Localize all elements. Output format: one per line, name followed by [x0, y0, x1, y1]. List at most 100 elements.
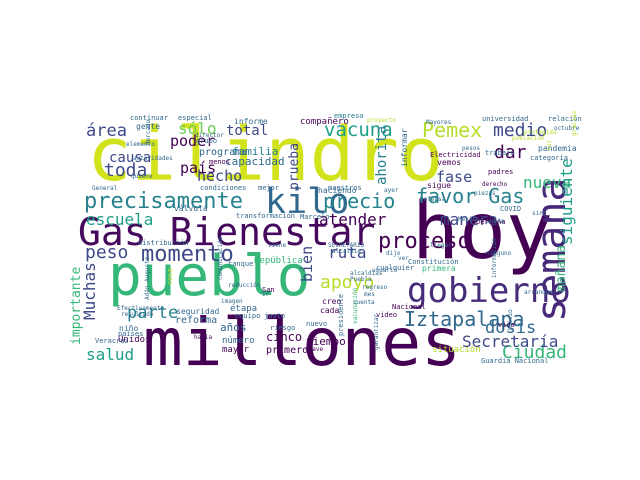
word-23: peso: [85, 242, 128, 263]
word-33: ruta: [328, 243, 367, 262]
word-12: precio: [323, 189, 395, 213]
word-84: Marcelo: [300, 213, 330, 221]
word-4: Gas Bienestar: [78, 210, 375, 254]
word-104: países: [118, 330, 143, 338]
word-40: país: [180, 159, 216, 177]
word-11: Iztapalapa: [404, 307, 524, 331]
word-43: prueba: [287, 143, 302, 190]
word-73: vemos: [437, 158, 461, 167]
word-100: nuevo: [306, 320, 327, 328]
word-106: vacunación: [352, 287, 359, 324]
word-147: usuario: [372, 267, 398, 274]
word-120: autoridades: [133, 155, 173, 162]
word-52: tiempo: [306, 335, 346, 348]
word-6: gobierno: [407, 271, 571, 311]
word-113: hacia: [194, 334, 212, 341]
word-42: ahorita: [374, 126, 390, 185]
word-123: reducción: [228, 282, 261, 289]
word-89: primera: [422, 264, 456, 273]
word-80: mejor: [258, 184, 279, 192]
word-86: persona: [476, 218, 506, 226]
word-94: tanque: [228, 260, 253, 268]
word-37: poder: [170, 132, 215, 150]
word-148: dijo: [386, 250, 401, 257]
word-16: toda: [104, 160, 147, 181]
word-57: niño: [119, 324, 138, 333]
word-129: mes: [364, 291, 375, 298]
word-138: ninguno: [486, 250, 512, 257]
word-31: siguiente: [557, 158, 576, 245]
word-27: Muchas: [80, 262, 99, 320]
word-5: semana: [529, 178, 575, 323]
word-67: universidad: [482, 115, 528, 123]
word-99: justo: [264, 312, 285, 320]
word-13: Pemex: [422, 118, 482, 142]
word-96: creo: [322, 297, 341, 306]
word-29: atender: [319, 210, 387, 229]
word-51: cinco: [266, 330, 302, 344]
word-98: equipo: [235, 312, 260, 320]
word-105: presidente: [337, 294, 345, 336]
word-134: Puebla: [350, 276, 372, 283]
word-135: ver: [398, 255, 409, 262]
word-55: Unidos: [118, 335, 151, 345]
word-9: momento: [141, 242, 234, 267]
word-17: dar: [494, 142, 527, 163]
word-21: Ciudad: [502, 342, 567, 363]
word-30: nueva: [523, 173, 571, 192]
word-32: manera: [440, 210, 498, 229]
word-7: kilo: [265, 182, 349, 222]
word-130: SECRETARIO: [328, 242, 365, 249]
word-149: México: [458, 216, 480, 223]
word-144: protegida: [524, 129, 557, 136]
word-112: vida: [498, 321, 515, 329]
word-50: años: [220, 321, 247, 334]
word-126: Efectivamente: [117, 305, 164, 312]
word-19: dosis: [485, 318, 536, 338]
word-107: proyecto: [367, 117, 396, 124]
word-111: clave: [305, 346, 323, 353]
word-14: favor Gas: [416, 184, 524, 208]
word-18: medio: [493, 120, 547, 141]
word-63: informe: [234, 117, 268, 126]
word-146: cuenta: [353, 299, 375, 306]
word-54: mayor: [222, 345, 250, 355]
word-139: información: [491, 238, 498, 278]
word-66: especial: [178, 114, 212, 122]
word-92: distribución: [138, 239, 189, 247]
word-122: imagen: [221, 298, 243, 305]
word-26: parte: [127, 303, 178, 323]
word-117: menos: [209, 158, 230, 166]
word-68: relación: [548, 115, 582, 123]
word-102: General: [92, 185, 118, 192]
word-156: inicio: [507, 309, 514, 331]
word-115: grupo: [196, 137, 217, 145]
word-46: familia: [232, 145, 278, 158]
word-39: sólo: [178, 119, 217, 138]
word-108: gracias: [571, 110, 578, 136]
word-8: precisamente: [84, 189, 243, 214]
word-95: cada: [320, 306, 339, 315]
word-153: pesos: [462, 145, 480, 152]
word-44: importante: [69, 267, 84, 345]
word-35: hecho: [197, 167, 242, 185]
word-87: Constitución: [408, 258, 459, 266]
word-118: elemento: [126, 141, 155, 148]
word-143: población: [512, 135, 545, 142]
word-25: salud: [86, 345, 134, 364]
word-121: Mercado: [145, 119, 152, 145]
word-34: bien: [298, 246, 316, 282]
word-75: trabajo: [485, 149, 515, 157]
word-56: número: [222, 336, 255, 346]
word-24: área: [86, 121, 127, 141]
word-142: sino: [532, 210, 547, 217]
word-141: pueda: [486, 218, 504, 225]
word-110: San: [262, 286, 275, 294]
word-150: piezas: [474, 190, 496, 197]
word-72: Electricidad: [430, 151, 481, 159]
word-3: pueblo: [108, 244, 310, 309]
word-140: arranque: [524, 289, 553, 296]
word-116: director: [195, 132, 224, 139]
word-15: vacuna: [324, 119, 393, 141]
